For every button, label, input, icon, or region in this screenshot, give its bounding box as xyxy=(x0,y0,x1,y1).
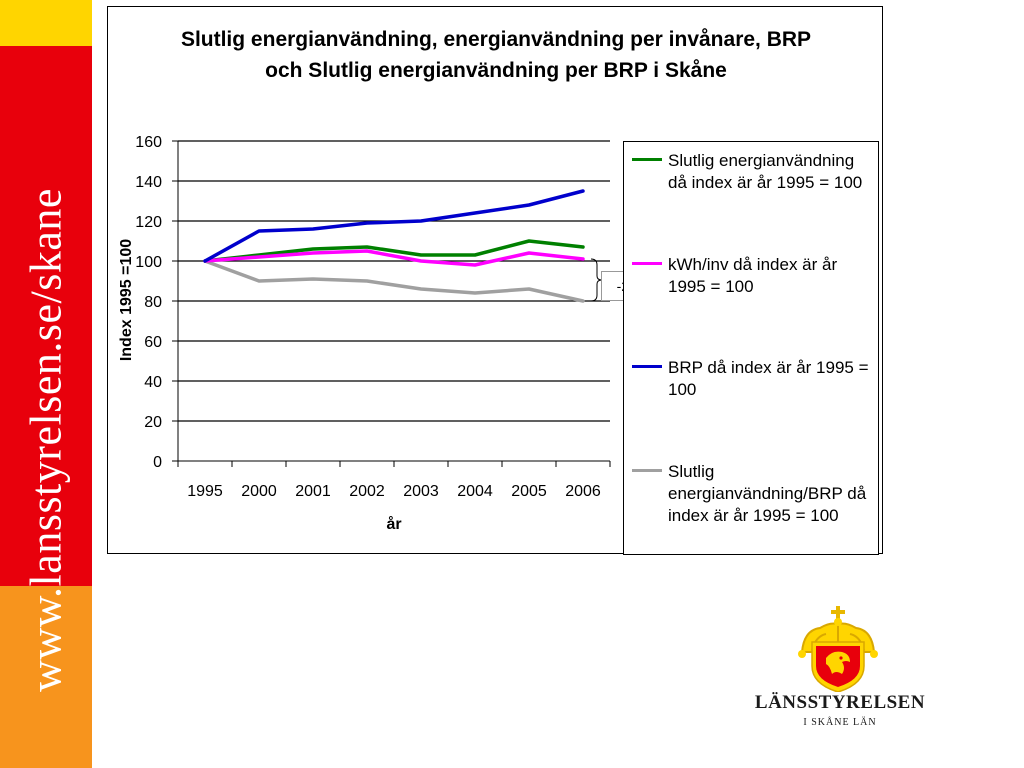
legend-swatch-kwh-per-inv xyxy=(632,262,662,265)
series-line-2 xyxy=(203,189,585,263)
legend-label-brp: BRP då index är år 1995 = 100 xyxy=(668,358,869,399)
y-tick-label: 80 xyxy=(144,294,162,311)
chart-title: Slutlig energianvändning, energianvändni… xyxy=(180,28,812,82)
y-tick-label: 60 xyxy=(144,334,162,351)
y-tick-label: 0 xyxy=(153,454,162,471)
sidebar-banner: www.lansstyrelsen.se/skane xyxy=(0,0,92,768)
legend-label-kwh-per-inv: kWh/inv då index är år 1995 = 100 xyxy=(668,255,838,296)
series-line-3 xyxy=(203,259,585,303)
x-axis-label: år xyxy=(386,515,401,533)
chart-gridlines xyxy=(178,140,610,422)
x-tick-label: 1995 xyxy=(187,483,223,500)
x-tick-label: 2003 xyxy=(403,483,439,500)
x-tick-label: 2000 xyxy=(241,483,277,500)
logo-name: LÄNSSTYRELSEN xyxy=(754,692,926,713)
chart-axes xyxy=(172,140,611,467)
legend-swatch-energy xyxy=(632,158,662,161)
chart-legend: Slutlig energianvändning då index är år … xyxy=(623,141,879,555)
y-tick-label: 120 xyxy=(135,214,162,231)
x-tick-label: 2004 xyxy=(457,483,493,500)
y-tick-label: 20 xyxy=(144,414,162,431)
chart-series xyxy=(203,189,585,303)
x-tick-labels: 1995 2000 2001 2002 2003 2004 2005 2006 xyxy=(187,483,601,500)
x-tick-label: 2001 xyxy=(295,483,331,500)
legend-swatch-brp xyxy=(632,365,662,368)
series-line-1 xyxy=(203,249,585,267)
y-tick-label: 140 xyxy=(135,174,162,191)
sidebar-orange-block xyxy=(0,586,92,768)
sidebar-yellow-block xyxy=(0,0,92,46)
y-tick-labels: 0 20 40 60 80 100 120 140 160 xyxy=(135,134,162,471)
sidebar-red-block xyxy=(0,46,92,586)
logo-subtitle: I SKÅNE LÄN xyxy=(803,717,877,728)
y-axis-label: Index 1995 =100 xyxy=(118,239,135,361)
x-tick-label: 2006 xyxy=(565,483,601,500)
y-tick-label: 160 xyxy=(135,134,162,151)
lansstyrelsen-logo: LÄNSSTYRELSEN I SKÅNE LÄN xyxy=(750,600,930,740)
x-tick-label: 2002 xyxy=(349,483,385,500)
x-tick-label: 2005 xyxy=(511,483,547,500)
coat-of-arms-icon xyxy=(798,606,878,693)
legend-label-energy-per-brp: Slutlig energianvändning/BRP då index är… xyxy=(668,462,867,525)
y-tick-label: 100 xyxy=(135,254,162,271)
series-line-0 xyxy=(203,239,585,263)
legend-label-energy: Slutlig energianvändning då index är år … xyxy=(668,151,863,192)
y-tick-label: 40 xyxy=(144,374,162,391)
legend-swatch-energy-per-brp xyxy=(632,469,662,472)
